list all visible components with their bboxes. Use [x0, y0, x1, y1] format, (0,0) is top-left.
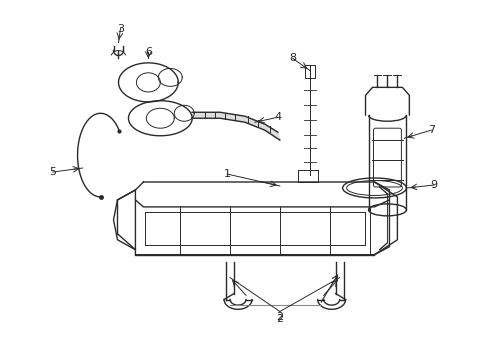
Text: 2: 2 [276, 312, 283, 323]
Text: 4: 4 [274, 112, 281, 122]
Polygon shape [192, 112, 220, 118]
Text: 2: 2 [276, 315, 283, 324]
Polygon shape [220, 112, 244, 122]
Text: 7: 7 [427, 125, 434, 135]
Text: 6: 6 [144, 48, 152, 58]
Polygon shape [244, 116, 264, 130]
Text: 5: 5 [49, 167, 56, 177]
Text: 1: 1 [223, 169, 230, 179]
Text: 8: 8 [289, 54, 296, 63]
Polygon shape [264, 124, 279, 140]
Text: 3: 3 [117, 24, 124, 33]
Text: 9: 9 [430, 180, 437, 190]
